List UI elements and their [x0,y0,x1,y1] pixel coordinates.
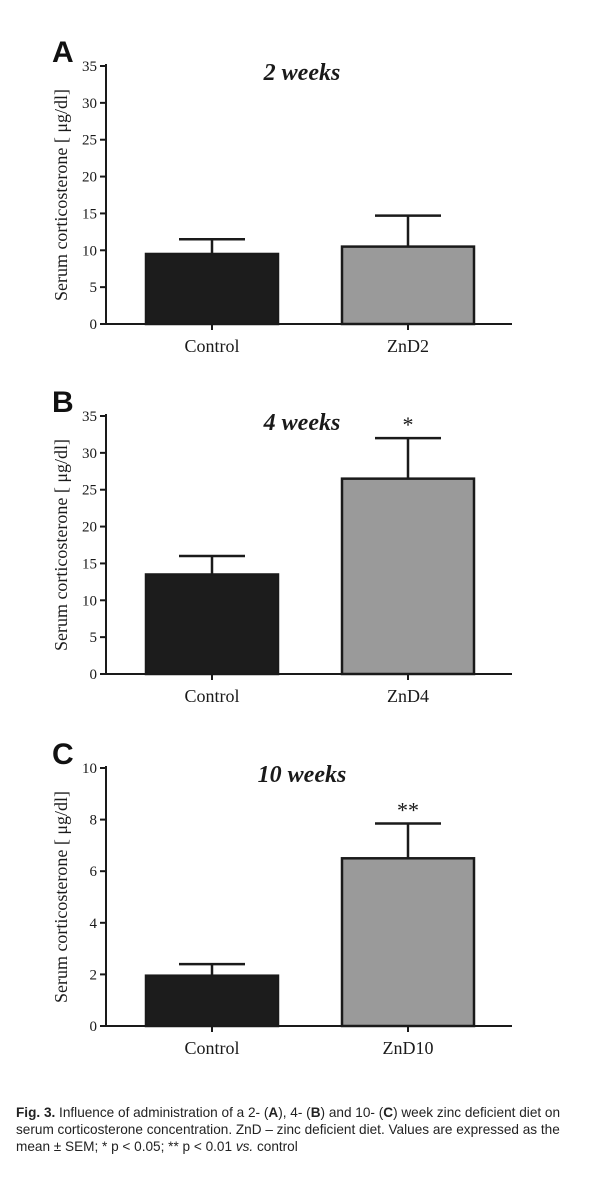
chart-a-x-tick-label: ZnD2 [387,336,429,356]
chart-a-panel-letter: A [52,36,74,69]
chart-c-bar-control [144,974,280,1028]
chart-c-y-tick-label: 8 [90,813,98,829]
chart-b-y-axis-label: Serum corticosterone [ μg/dl] [51,439,71,651]
figure-caption: Fig. 3. Influence of administration of a… [16,1104,578,1155]
chart-a-bar-control [144,252,280,326]
chart-a-y-axis-label: Serum corticosterone [ μg/dl] [51,89,71,301]
caption-text-2: ), 4- ( [278,1105,311,1120]
chart-a-y-tick-label: 30 [82,96,97,112]
chart-b-bar-control [144,573,280,676]
panel-b: B 4 weeks Serum corticosterone [ μg/dl] 0 5 1… [0,380,592,720]
caption-panel-a: A [268,1105,279,1120]
chart-a-y-tick-label: 15 [82,206,97,222]
caption-vs: vs. [235,1139,254,1154]
chart-a-y-tick-label: 10 [82,243,97,259]
chart-c-significance-label: ** [397,797,419,822]
chart-b-y-tick-label: 15 [82,556,97,572]
panel-c: C 10 weeks Serum corticosterone [ μg/dl] 0 2… [0,732,592,1072]
chart-c-x-tick-label: ZnD10 [383,1038,434,1058]
chart-b-x-tick-label: Control [184,686,239,706]
chart-c-y-tick-label: 0 [90,1019,98,1035]
chart-b-significance-label: * [403,412,414,437]
caption-fig-label: Fig. 3. [16,1105,56,1120]
chart-c-y-axis-label: Serum corticosterone [ μg/dl] [51,791,71,1003]
panel-a: A 2 weeks Serum corticosterone [ μg/dl] 0 5 1… [0,30,592,370]
chart-b-y-tick-label: 25 [82,483,97,499]
chart-c-y-tick-label: 4 [90,916,98,932]
chart-a-y-tick-label: 35 [82,59,97,75]
chart-b-y-tick-label: 5 [90,630,98,646]
chart-b-bar-znd4 [340,477,476,676]
chart-b: B 4 weeks Serum corticosterone [ μg/dl] 0 5 1… [51,386,512,706]
chart-a: A 2 weeks Serum corticosterone [ μg/dl] 0 5 1… [51,36,512,356]
chart-b-y-tick-label: 30 [82,446,97,462]
caption-text-3: ) and 10- ( [320,1105,384,1120]
chart-b-y-tick-label: 20 [82,520,97,536]
chart-c-y-tick-label: 6 [90,864,98,880]
caption-text-4: ) week zinc deficient diet on serum cort… [16,1105,561,1154]
chart-c-y-tick-label: 2 [90,967,98,983]
chart-b-panel-letter: B [52,386,74,419]
chart-b-y-tick-label: 10 [82,593,97,609]
chart-c-panel-letter: C [52,738,74,771]
chart-c: C 10 weeks Serum corticosterone [ μg/dl] 0 2… [51,738,512,1058]
chart-a-y-tick-label: 5 [90,280,98,296]
chart-b-y-tick-label: 0 [90,667,98,683]
chart-a-y-tick-label: 0 [90,317,98,333]
caption-panel-b: B [310,1105,321,1120]
chart-c-y-tick-label: 10 [82,761,97,777]
chart-a-title: 2 weeks [263,60,341,86]
chart-a-y-tick-label: 25 [82,133,97,149]
chart-a-x-tick-label: Control [184,336,239,356]
chart-a-bar-znd2 [340,245,476,326]
chart-c-bar-znd10 [340,857,476,1028]
caption-text-5: control [253,1139,298,1154]
caption-text-1: Influence of administration of a 2- ( [55,1105,269,1120]
caption-panel-c: C [383,1105,394,1120]
chart-c-title: 10 weeks [258,762,347,788]
chart-b-x-tick-label: ZnD4 [387,686,429,706]
chart-a-y-tick-label: 20 [82,170,97,186]
chart-b-title: 4 weeks [263,410,341,436]
chart-b-y-tick-label: 35 [82,409,97,425]
chart-c-x-tick-label: Control [184,1038,239,1058]
